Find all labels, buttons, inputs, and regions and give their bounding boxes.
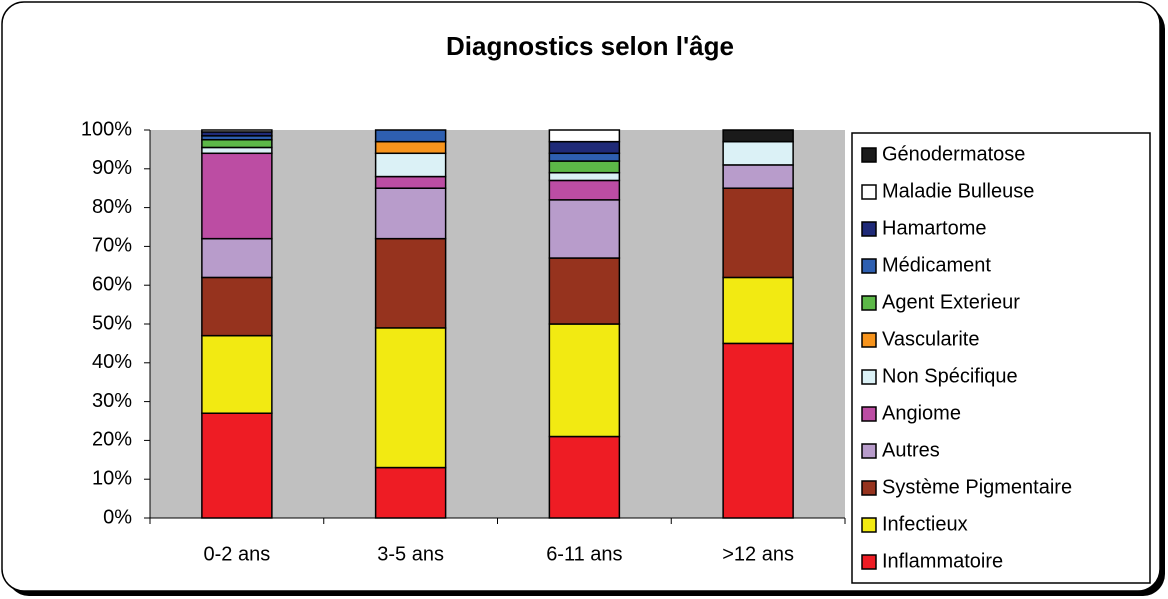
legend bbox=[851, 132, 1151, 584]
y-tick-label: 100% bbox=[81, 118, 132, 140]
legend-label: Maladie Bulleuse bbox=[882, 180, 1034, 202]
bar-segment bbox=[548, 140, 621, 155]
bar-segment bbox=[374, 327, 447, 469]
bar-segment bbox=[201, 276, 273, 337]
bar-segment bbox=[374, 129, 447, 143]
bar-segment bbox=[548, 435, 621, 519]
bar-segment bbox=[548, 152, 621, 162]
bar-segment bbox=[374, 237, 447, 329]
bar-segment bbox=[201, 334, 273, 414]
legend-swatch bbox=[861, 517, 877, 533]
legend-label: Autres bbox=[882, 439, 940, 461]
y-tick-label: 40% bbox=[92, 351, 132, 373]
bar-segment bbox=[722, 276, 794, 345]
bar-segment bbox=[722, 187, 794, 279]
legend-swatch bbox=[861, 480, 877, 496]
bar-segment bbox=[201, 152, 273, 240]
legend-label: Vascularite bbox=[882, 328, 979, 350]
bar-segment bbox=[722, 164, 794, 189]
legend-label: Angiome bbox=[882, 402, 961, 424]
legend-label: Médicament bbox=[882, 254, 991, 276]
y-tick-label: 60% bbox=[92, 273, 132, 295]
legend-swatch bbox=[861, 554, 877, 570]
bar-segment bbox=[722, 129, 794, 143]
bar-segment bbox=[548, 129, 621, 143]
bar-segment bbox=[374, 466, 447, 519]
bar-segment bbox=[548, 257, 621, 325]
legend-swatch bbox=[861, 443, 877, 459]
bar-segment bbox=[374, 175, 447, 189]
x-tick-label: 0-2 ans bbox=[204, 543, 271, 565]
x-tick-label: 3-5 ans bbox=[377, 543, 444, 565]
legend-swatch bbox=[861, 406, 877, 422]
bar-segment bbox=[201, 146, 273, 155]
y-tick-label: 30% bbox=[92, 390, 132, 412]
bar-segment bbox=[548, 179, 621, 201]
legend-swatch bbox=[861, 147, 877, 163]
y-tick-label: 70% bbox=[92, 235, 132, 257]
legend-label: Inflammatoire bbox=[882, 550, 1003, 572]
y-tick-label: 80% bbox=[92, 196, 132, 218]
bar-segment bbox=[722, 140, 794, 166]
legend-label: Hamartome bbox=[882, 217, 986, 239]
bar-segment bbox=[548, 160, 621, 174]
legend-swatch bbox=[861, 184, 877, 200]
bar-segment bbox=[201, 237, 273, 279]
y-tick-label: 20% bbox=[92, 429, 132, 451]
bar-segment bbox=[374, 140, 447, 155]
y-tick-label: 0% bbox=[103, 506, 132, 528]
bar-segment bbox=[201, 129, 273, 133]
bar-segment bbox=[374, 152, 447, 178]
bar-segment bbox=[548, 323, 621, 438]
bar-segment bbox=[548, 199, 621, 259]
bar-segment bbox=[548, 171, 621, 182]
chart-title: Diagnostics selon l'âge bbox=[446, 31, 734, 61]
legend-label: Non Spécifique bbox=[882, 365, 1018, 387]
legend-swatch bbox=[861, 295, 877, 311]
bar-segment bbox=[201, 138, 273, 149]
y-tick-label: 10% bbox=[92, 467, 132, 489]
legend-swatch bbox=[861, 332, 877, 348]
y-tick-label: 90% bbox=[92, 157, 132, 179]
legend-label: Agent Exterieur bbox=[882, 291, 1020, 313]
bar-segment bbox=[374, 187, 447, 240]
legend-swatch bbox=[861, 258, 877, 274]
bar-segment bbox=[201, 412, 273, 519]
legend-label: Génodermatose bbox=[882, 143, 1025, 165]
x-tick-label: >12 ans bbox=[722, 543, 794, 565]
y-tick-label: 50% bbox=[92, 312, 132, 334]
bar-segment bbox=[722, 342, 794, 519]
legend-label: Système Pigmentaire bbox=[882, 476, 1072, 498]
legend-swatch bbox=[861, 369, 877, 385]
legend-swatch bbox=[861, 221, 877, 237]
legend-label: Infectieux bbox=[882, 513, 968, 535]
x-tick-label: 6-11 ans bbox=[546, 543, 622, 565]
